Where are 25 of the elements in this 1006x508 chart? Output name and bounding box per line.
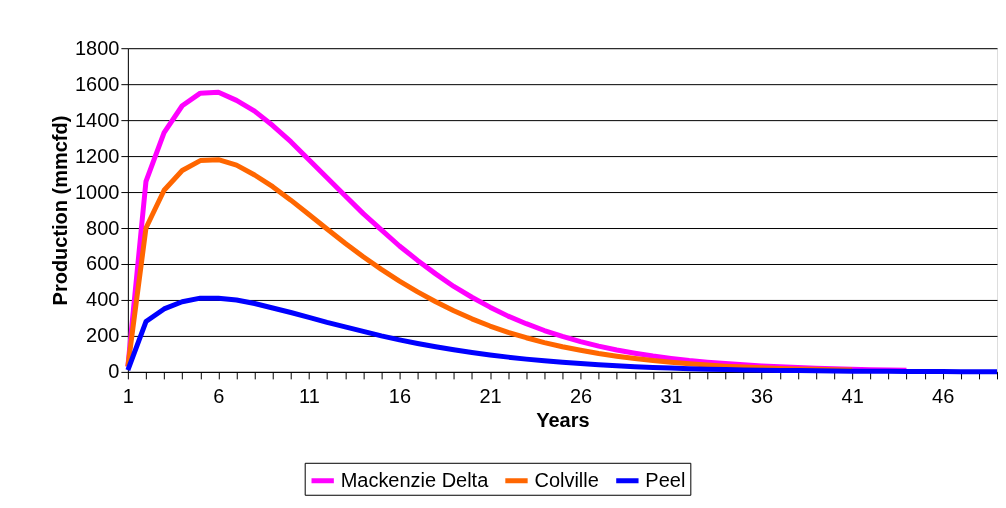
y-axis-title: Production (mmcfd) [48,115,71,306]
y-tick-label: 1200 [74,144,120,167]
x-tick-label: 6 [213,385,225,408]
y-tick-label: 200 [86,324,120,347]
y-tick-label: 1800 [74,36,120,59]
x-tick-label: 41 [841,385,864,408]
y-tick-label: 600 [86,252,120,275]
y-tick-label: 1400 [74,108,120,131]
y-tick-label: 400 [86,288,120,311]
legend-label: Mackenzie Delta [340,468,490,491]
x-tick-label: 16 [388,385,412,408]
y-tick-label: 1600 [74,72,120,95]
y-tick-label: 1000 [74,180,120,203]
x-tick-label: 36 [751,385,774,408]
x-tick-label: 31 [660,385,683,408]
x-tick-label: 1 [122,385,134,408]
x-tick-label: 46 [932,385,955,408]
legend-label: Colville [534,468,599,491]
x-axis-title: Years [536,409,590,432]
legend-label: Peel [645,468,686,491]
x-tick-label: 11 [299,385,320,408]
y-tick-label: 800 [86,216,120,239]
x-tick-label: 26 [569,385,593,408]
y-tick-label: 0 [108,360,120,383]
x-tick-label: 21 [479,385,502,408]
